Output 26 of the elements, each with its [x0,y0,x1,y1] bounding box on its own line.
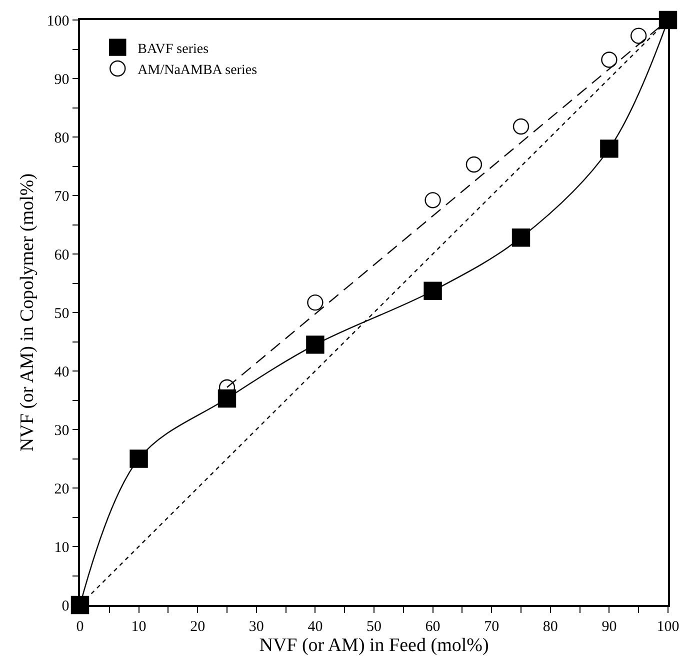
y-tick-label: 40 [54,364,70,380]
y-tick-label: 90 [54,72,70,88]
x-tick-label: 30 [248,618,264,635]
x-axis-title: NVF (or AM) in Feed (mol%) [259,635,489,656]
x-tick-label: 0 [76,618,84,635]
y-tick-label: 70 [54,188,70,205]
x-tick-label: 50 [366,618,382,635]
legend-label: AM/NaAMBA series [138,62,258,78]
y-tick-label: 30 [54,422,70,439]
y-tick-label: 80 [54,130,70,146]
x-tick-label: 80 [542,618,558,635]
y-tick-label: 50 [54,306,70,322]
x-tick-label: 70 [484,618,500,635]
y-tick-label: 10 [54,540,70,556]
y-axis-title: NVF (or AM) in Copolymer (mol%) [17,173,38,452]
x-tick-label: 90 [602,618,617,635]
x-tick-label: 40 [308,618,323,635]
x-tick-label: 10 [131,618,146,635]
y-tick-label: 0 [62,598,70,614]
x-tick-label: 60 [425,618,440,635]
y-tick-label: 60 [54,247,70,264]
y-tick-label: 20 [54,481,70,498]
x-tick-label: 20 [190,618,206,635]
y-tick-label: 100 [46,13,70,30]
x-tick-label: 100 [656,618,680,635]
legend-label: BAVF series [138,42,209,57]
